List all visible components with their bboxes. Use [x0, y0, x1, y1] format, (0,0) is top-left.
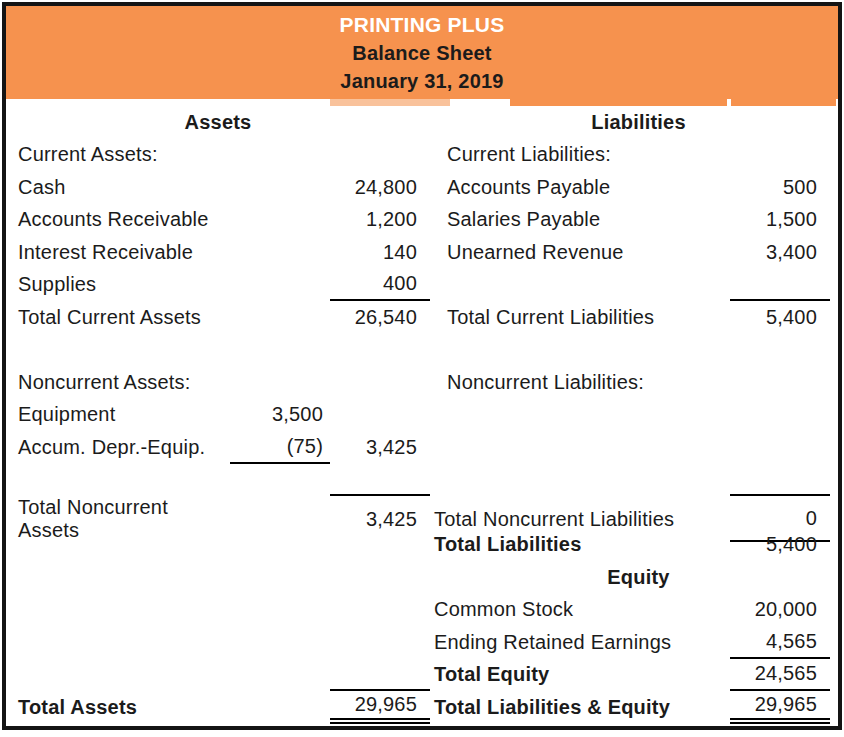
subtotal-rule [330, 659, 430, 692]
header-strip-segment [731, 99, 836, 106]
equipment-label: Equipment [6, 399, 230, 432]
spacer-row [6, 464, 838, 497]
table-row: Total Current Assets 26,540 Total Curren… [6, 301, 838, 334]
total-equity-amount: 24,565 [730, 659, 830, 692]
report-date: January 31, 2019 [6, 71, 838, 91]
net-equipment-amount: 3,425 [330, 431, 430, 464]
balance-sheet-figure: PRINTING PLUS Balance Sheet January 31, … [0, 0, 844, 737]
total-liabilities-label: Total Liabilities [434, 533, 582, 556]
header-strip-segment [510, 99, 727, 106]
supplies-label: Supplies [6, 269, 230, 302]
table-row: Noncurrent Assets: Noncurrent Liabilitie… [6, 366, 838, 399]
ending-retained-earnings-label: Ending Retained Earnings [434, 631, 671, 654]
total-noncurrent-assets-amount: 3,425 [330, 496, 430, 542]
table-row: Accounts Receivable 1,200 Salaries Payab… [6, 204, 838, 237]
subtotal-rule [330, 464, 430, 497]
subtotal-rule [730, 464, 830, 497]
salaries-payable-label: Salaries Payable [447, 204, 730, 237]
table-row: Total Equity 24,565 [6, 659, 838, 692]
company-name: PRINTING PLUS [6, 14, 838, 35]
table-row: Cash 24,800 Accounts Payable 500 [6, 171, 838, 204]
accounts-payable-label: Accounts Payable [447, 171, 730, 204]
current-liabilities-label: Current Liabilities: [447, 139, 730, 172]
total-noncurrent-assets-label: Total Noncurrent Assets [6, 496, 230, 542]
interest-receivable-label: Interest Receivable [6, 236, 230, 269]
total-liabilities-and-equity-label: Total Liabilities & Equity [434, 696, 670, 719]
statement-body: Assets Liabilities Current Assets: Curre… [6, 106, 838, 724]
common-stock-label: Common Stock [434, 598, 573, 621]
total-current-assets-amount: 26,540 [330, 301, 430, 334]
total-liabilities-and-equity-amount: 29,965 [730, 691, 830, 724]
unearned-revenue-amount: 3,400 [730, 236, 830, 269]
noncurrent-liabilities-label: Noncurrent Liabilities: [447, 366, 730, 399]
assets-section-header: Assets [6, 106, 430, 139]
accum-depr-amount: (75) [230, 431, 330, 464]
total-current-liabilities-label: Total Current Liabilities [447, 301, 730, 334]
accounts-payable-amount: 500 [730, 171, 830, 204]
liabilities-section-header: Liabilities [447, 106, 830, 139]
table-row: Interest Receivable 140 Unearned Revenue… [6, 236, 838, 269]
cash-label: Cash [6, 171, 230, 204]
cash-amount: 24,800 [330, 171, 430, 204]
table-row: Accum. Depr.-Equip. (75) 3,425 [6, 431, 838, 464]
total-assets-label: Total Assets [6, 691, 230, 724]
statement-header: PRINTING PLUS Balance Sheet January 31, … [6, 6, 838, 99]
table-row: Total Noncurrent Assets 3,425 Total Nonc… [6, 496, 838, 529]
grand-total-row: Total Assets 29,965 Total Liabilities & … [6, 691, 838, 724]
salaries-payable-amount: 1,500 [730, 204, 830, 237]
section-header-row: Assets Liabilities [6, 106, 838, 139]
header-strip-segment [330, 99, 450, 106]
report-title: Balance Sheet [6, 43, 838, 63]
total-noncurrent-liabilities-label: Total Noncurrent Liabilities [434, 508, 674, 531]
interest-receivable-amount: 140 [330, 236, 430, 269]
table-row: Equipment 3,500 [6, 399, 838, 432]
table-row: Common Stock 20,000 [6, 594, 838, 627]
table-row: Current Assets: Current Liabilities: [6, 139, 838, 172]
total-current-liabilities-amount: 5,400 [730, 301, 830, 334]
supplies-amount: 400 [330, 269, 430, 302]
equipment-amount: 3,500 [230, 399, 330, 432]
accum-depr-label: Accum. Depr.-Equip. [6, 431, 230, 464]
header-bottom-strip [6, 99, 838, 106]
section-header-row: Equity [6, 561, 838, 594]
total-liabilities-amount: 5,400 [730, 529, 830, 562]
table-row: Ending Retained Earnings 4,565 [6, 626, 838, 659]
ending-retained-earnings-amount: 4,565 [730, 626, 830, 659]
subtotal-rule [730, 269, 830, 302]
equity-section-header: Equity [447, 561, 830, 594]
sheet-frame: PRINTING PLUS Balance Sheet January 31, … [2, 2, 842, 730]
noncurrent-assets-label: Noncurrent Assets: [6, 366, 230, 399]
total-equity-label: Total Equity [434, 663, 549, 686]
spacer-row [6, 334, 838, 367]
unearned-revenue-label: Unearned Revenue [447, 236, 730, 269]
accounts-receivable-amount: 1,200 [330, 204, 430, 237]
accounts-receivable-label: Accounts Receivable [6, 204, 230, 237]
common-stock-amount: 20,000 [730, 594, 830, 627]
total-assets-amount: 29,965 [330, 691, 430, 724]
table-row: Supplies 400 [6, 269, 838, 302]
current-assets-label: Current Assets: [6, 139, 230, 172]
total-current-assets-label: Total Current Assets [6, 301, 230, 334]
